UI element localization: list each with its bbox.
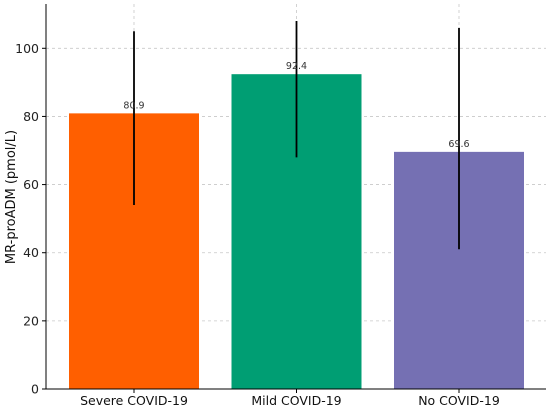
x-tick-label: Severe COVID-19 — [80, 393, 188, 405]
error-bars — [133, 21, 460, 250]
data-label: 80.9 — [123, 100, 144, 111]
y-tick-label: 0 — [31, 382, 39, 397]
bars — [69, 74, 524, 390]
y-axis-title: MR-proADM (pmol/L) — [4, 130, 19, 264]
y-tick-label: 100 — [15, 41, 39, 56]
data-labels: 80.9 92.4 69.6 — [123, 61, 469, 150]
data-label: 69.6 — [448, 139, 469, 150]
y-tick-label: 60 — [23, 177, 39, 192]
y-tick-label: 40 — [23, 245, 39, 260]
data-label: 92.4 — [286, 61, 307, 72]
y-tick-label: 80 — [23, 109, 39, 124]
x-tick-label: Mild COVID-19 — [251, 393, 341, 405]
y-tick-label: 20 — [23, 313, 39, 328]
axes: 0 20 40 60 80 100 Severe COVID-19 Mild COVID-19… — [15, 4, 546, 405]
x-tick-label: No COVID-19 — [418, 393, 500, 405]
